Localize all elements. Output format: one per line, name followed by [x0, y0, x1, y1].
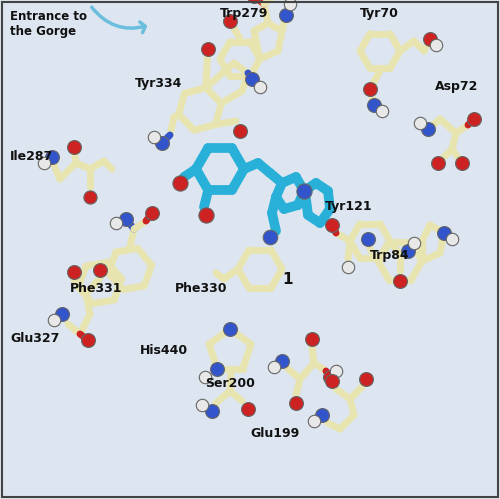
Point — [208, 407, 216, 415]
Point — [150, 133, 158, 141]
Point — [122, 215, 130, 223]
Point — [40, 159, 48, 167]
Point — [278, 357, 286, 365]
Point — [266, 233, 274, 241]
Point — [201, 373, 209, 381]
Text: 1: 1 — [282, 272, 293, 287]
Point — [204, 45, 212, 53]
Point — [58, 310, 66, 318]
Point — [248, 75, 256, 83]
Point — [458, 159, 466, 167]
Point — [326, 373, 334, 381]
Text: Glu327: Glu327 — [10, 332, 59, 345]
Point — [226, 17, 234, 25]
Point — [308, 335, 316, 343]
Point — [286, 0, 294, 8]
Point — [426, 35, 434, 43]
Point — [310, 417, 318, 425]
Point — [404, 247, 412, 255]
Point — [236, 127, 244, 135]
Text: Ile287: Ile287 — [10, 150, 53, 163]
Point — [70, 268, 78, 276]
Point — [424, 125, 432, 133]
Text: His440: His440 — [140, 344, 188, 357]
Point — [96, 266, 104, 274]
Point — [202, 211, 210, 219]
Point — [48, 153, 56, 161]
Point — [378, 107, 386, 115]
Text: Phe330: Phe330 — [175, 282, 228, 295]
Point — [148, 209, 156, 217]
Point — [282, 11, 290, 19]
Point — [158, 139, 166, 147]
Point — [318, 411, 326, 419]
Text: Trp84: Trp84 — [370, 250, 410, 262]
Point — [244, 405, 252, 413]
Text: Tyr70: Tyr70 — [360, 7, 399, 20]
Point — [213, 365, 221, 373]
Text: Entrance to
the Gorge: Entrance to the Gorge — [10, 10, 87, 38]
Point — [440, 229, 448, 237]
Point — [292, 399, 300, 407]
Point — [70, 143, 78, 151]
Point — [362, 375, 370, 383]
Point — [470, 115, 478, 123]
Point — [434, 159, 442, 167]
Point — [270, 363, 278, 371]
Point — [410, 239, 418, 247]
Text: Ser200: Ser200 — [205, 377, 255, 390]
Point — [176, 179, 184, 187]
Point — [432, 41, 440, 49]
Point — [448, 235, 456, 243]
Point — [112, 219, 120, 227]
Text: Tyr334: Tyr334 — [135, 77, 182, 90]
Text: Tyr121: Tyr121 — [325, 200, 372, 213]
Point — [366, 85, 374, 93]
Text: Asp72: Asp72 — [435, 80, 478, 93]
Point — [50, 316, 58, 324]
Point — [198, 401, 206, 409]
Point — [328, 377, 336, 385]
Point — [84, 336, 92, 344]
Point — [332, 367, 340, 375]
Point — [344, 263, 352, 271]
Point — [396, 277, 404, 285]
Text: Glu199: Glu199 — [250, 427, 299, 440]
Point — [226, 325, 234, 333]
Point — [370, 101, 378, 109]
Text: Trp279: Trp279 — [220, 7, 268, 20]
Point — [86, 193, 94, 201]
Point — [416, 119, 424, 127]
Text: Phe331: Phe331 — [70, 282, 122, 295]
Point — [328, 221, 336, 229]
Point — [364, 235, 372, 243]
Point — [300, 187, 308, 195]
Point — [256, 83, 264, 91]
